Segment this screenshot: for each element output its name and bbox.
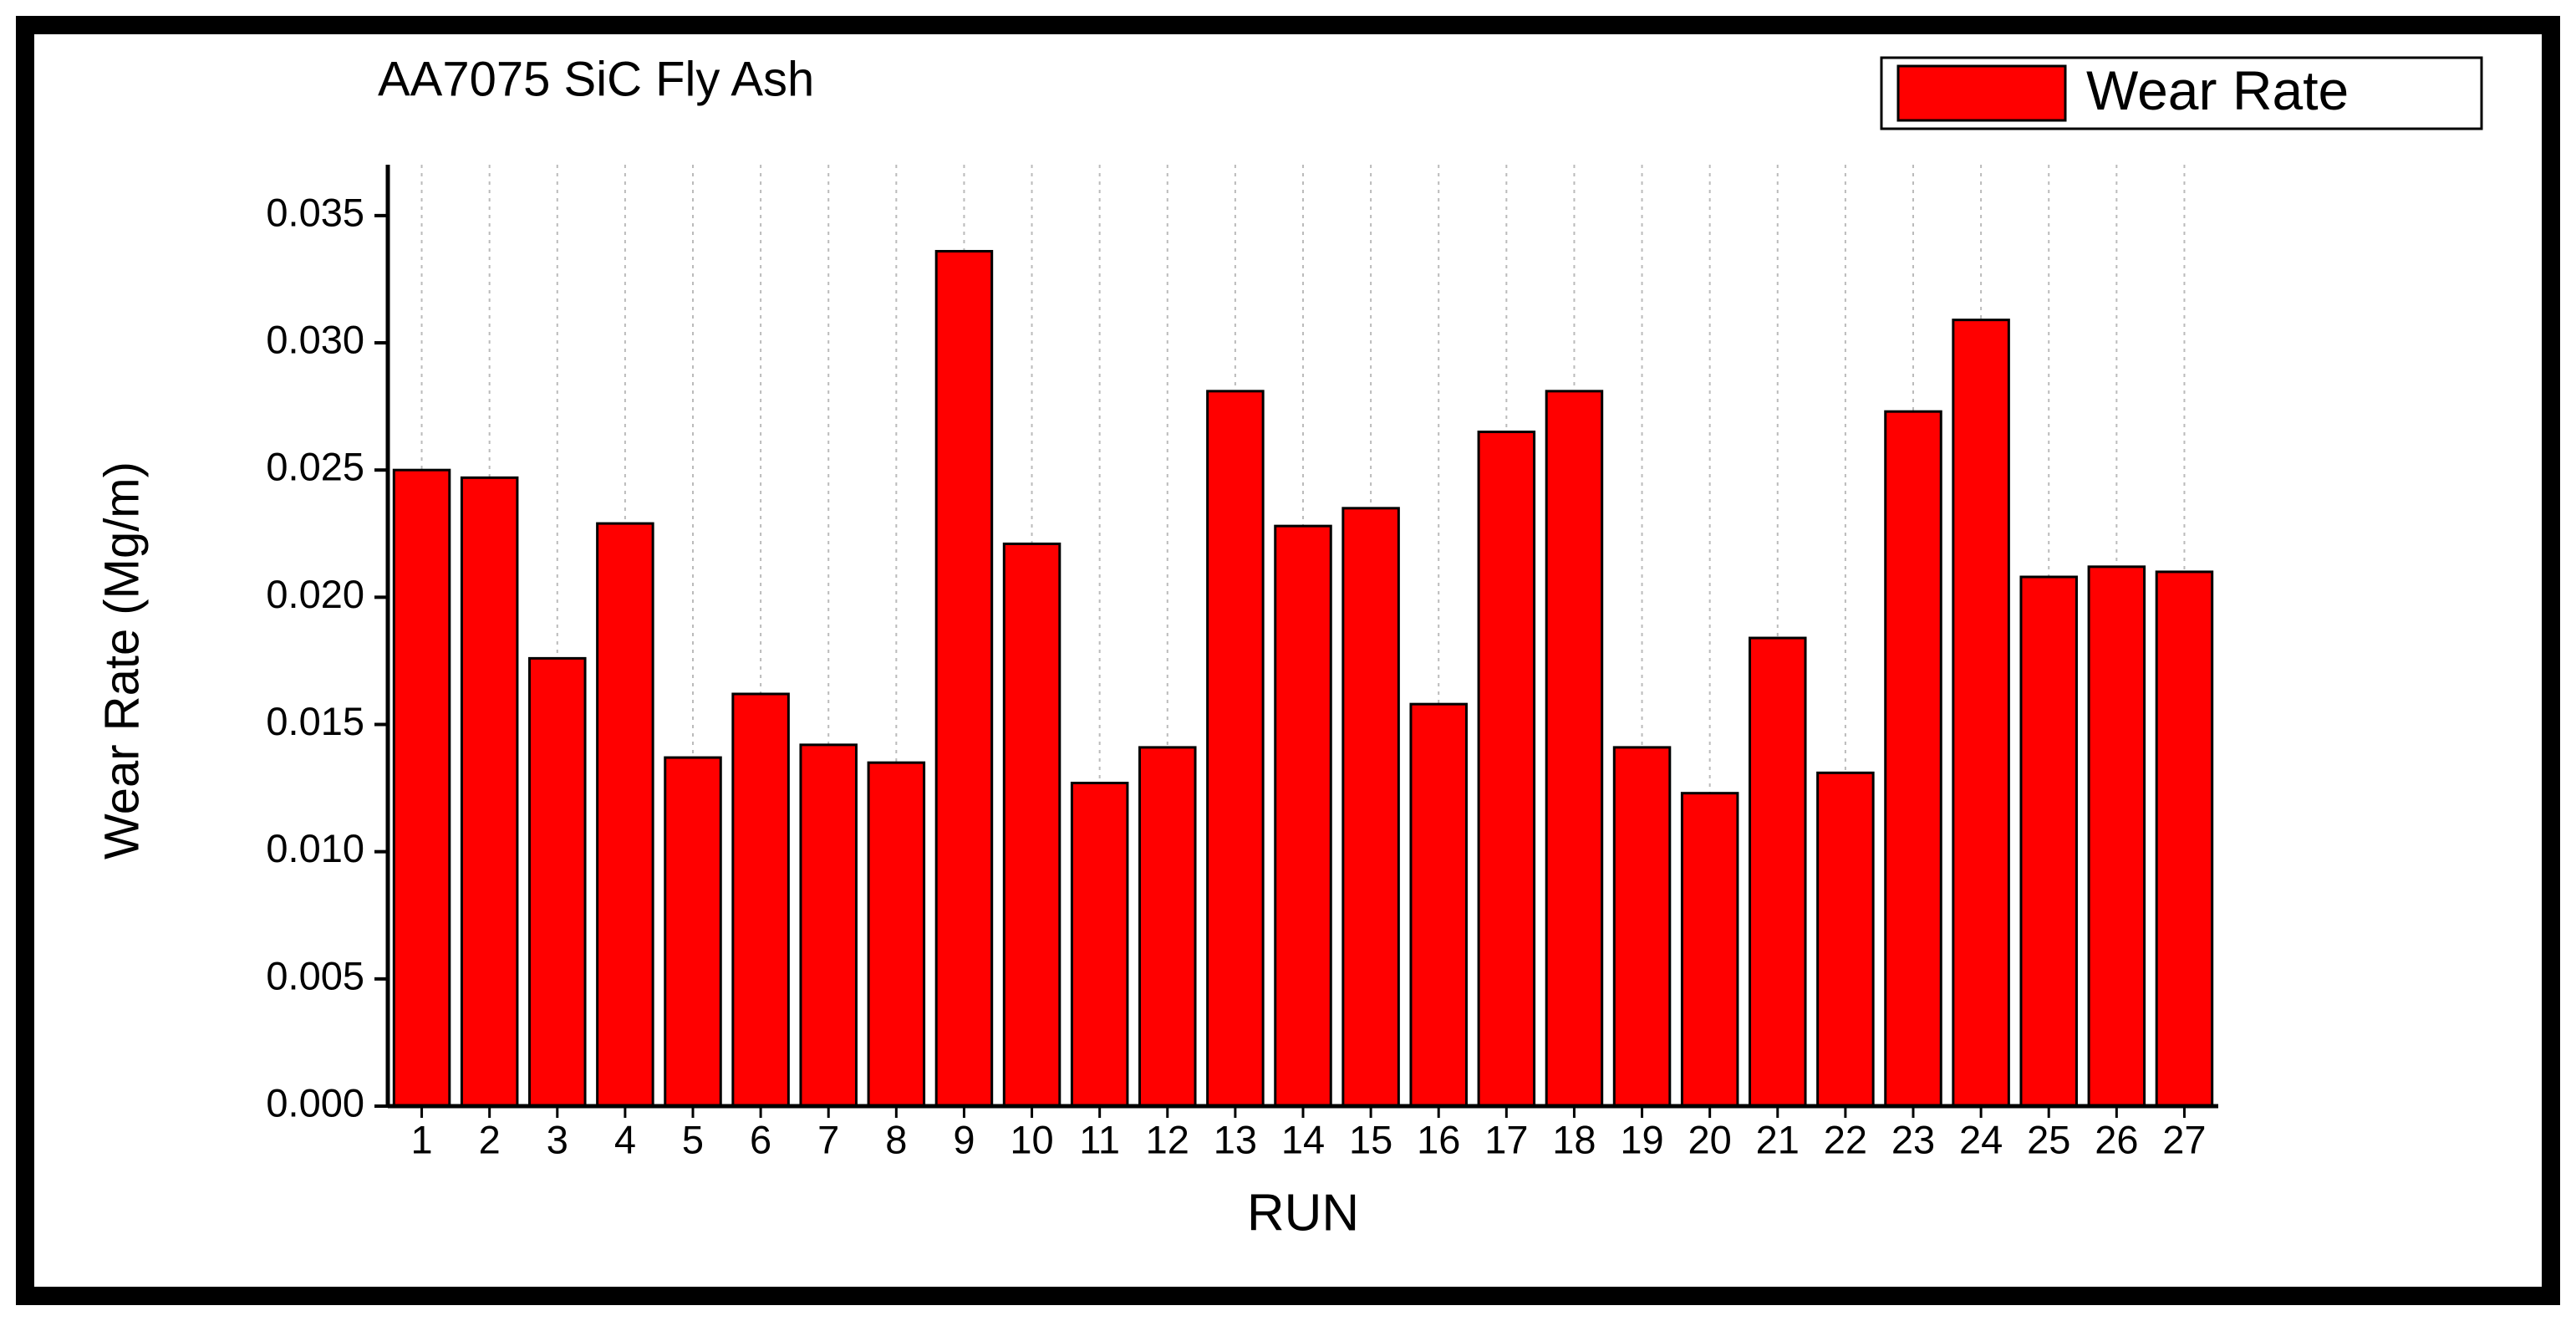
x-axis-title: RUN (1247, 1184, 1359, 1242)
bar (528, 656, 587, 1108)
x-tick-label: 17 (1484, 1117, 1528, 1161)
x-tick-label: 4 (614, 1117, 636, 1161)
x-tick-label: 27 (2162, 1117, 2206, 1161)
bar (1138, 746, 1197, 1108)
bar (1749, 636, 1807, 1108)
bar (1612, 746, 1672, 1108)
bar (664, 756, 722, 1108)
x-tick-label: 21 (1756, 1117, 1800, 1161)
bar (867, 761, 926, 1108)
bar (1002, 542, 1061, 1108)
x-tick-label: 14 (1281, 1117, 1325, 1161)
x-tick-label: 8 (885, 1117, 907, 1161)
bar (1206, 390, 1265, 1108)
x-tick-label: 10 (1010, 1117, 1053, 1161)
x-tick-label: 5 (682, 1117, 704, 1161)
bar (731, 692, 790, 1108)
x-tick-label: 26 (2095, 1117, 2138, 1161)
bar (2155, 570, 2214, 1108)
x-tick-label: 25 (2027, 1117, 2070, 1161)
x-tick-label: 22 (1824, 1117, 1867, 1161)
y-axis-title: Wear Rate (Mg/m) (94, 462, 149, 859)
chart-title: AA7075 SiC Fly Ash (378, 52, 814, 106)
y-tick-label: 0.010 (266, 826, 364, 870)
y-tick-label: 0.035 (266, 190, 364, 234)
bar (596, 522, 654, 1108)
bar (392, 468, 451, 1108)
y-tick-label: 0.020 (266, 572, 364, 616)
x-tick-label: 24 (1959, 1117, 2003, 1161)
bar (1952, 319, 2010, 1108)
bar (1409, 702, 1468, 1108)
x-tick-label: 7 (817, 1117, 839, 1161)
y-tick-label: 0.030 (266, 317, 364, 361)
bar (1545, 390, 1604, 1108)
bar (1477, 431, 1536, 1108)
bar (1884, 410, 1942, 1108)
bar (1680, 792, 1739, 1108)
bar (1274, 524, 1332, 1108)
x-tick-label: 3 (547, 1117, 568, 1161)
bar (460, 476, 519, 1108)
x-tick-label: 19 (1620, 1117, 1663, 1161)
legend-label: Wear Rate (2086, 59, 2349, 121)
bar (1816, 771, 1875, 1108)
x-tick-label: 6 (750, 1117, 771, 1161)
x-tick-label: 12 (1146, 1117, 1189, 1161)
bar (934, 249, 994, 1108)
bar (2087, 565, 2146, 1108)
x-tick-label: 18 (1552, 1117, 1596, 1161)
x-tick-label: 16 (1417, 1117, 1460, 1161)
bar (799, 743, 858, 1108)
x-tick-label: 20 (1688, 1117, 1732, 1161)
x-tick-label: 13 (1214, 1117, 1257, 1161)
y-tick-label: 0.015 (266, 699, 364, 743)
y-tick-label: 0.025 (266, 445, 364, 489)
x-tick-label: 2 (479, 1117, 501, 1161)
x-tick-label: 11 (1079, 1117, 1120, 1161)
bar (1070, 782, 1129, 1108)
y-tick-label: 0.005 (266, 953, 364, 997)
x-tick-label: 23 (1891, 1117, 1935, 1161)
x-tick-label: 9 (953, 1117, 975, 1161)
bar (1341, 507, 1400, 1108)
x-tick-label: 15 (1349, 1117, 1392, 1161)
x-tick-label: 1 (410, 1117, 432, 1161)
legend-swatch (1896, 64, 2067, 122)
y-tick-label: 0.000 (266, 1080, 364, 1125)
bar (2019, 575, 2078, 1108)
